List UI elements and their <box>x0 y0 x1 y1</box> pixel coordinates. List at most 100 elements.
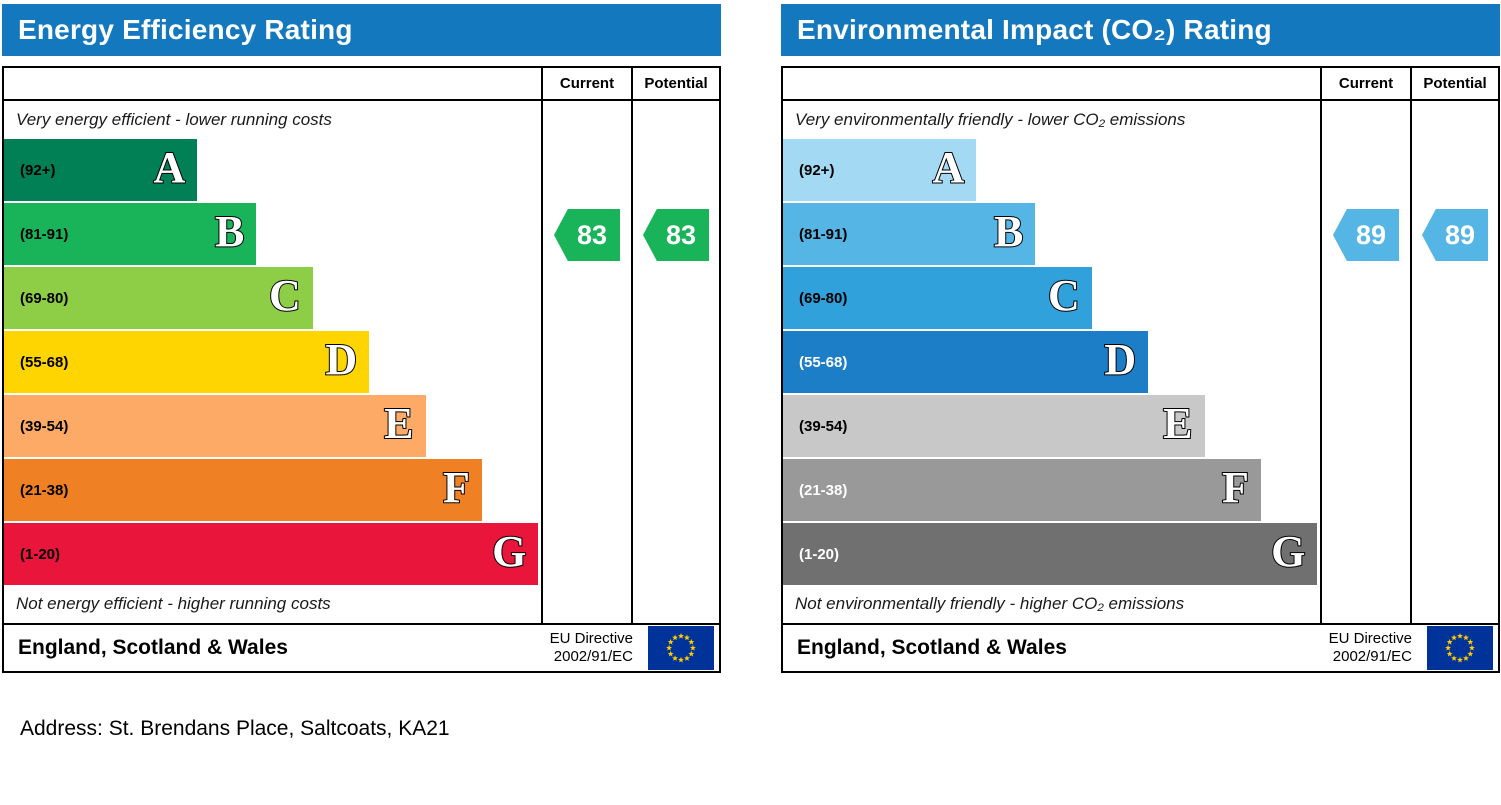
band-row-c: (69-80) C <box>783 267 1320 329</box>
band-row-a: (92+) A <box>783 139 1320 201</box>
current-score-column: 89 <box>1320 101 1410 623</box>
current-column-header: Current <box>541 68 631 99</box>
band-letter: C <box>268 271 302 321</box>
property-address: Address: St. Brendans Place, Saltcoats, … <box>20 717 450 740</box>
eu-flag-icon <box>648 626 714 670</box>
potential-column-header: Potential <box>631 68 719 99</box>
band-letter: B <box>214 207 245 257</box>
current-score-value: 83 <box>576 219 608 250</box>
potential-score-arrow: 89 <box>1422 209 1488 261</box>
region-label: England, Scotland & Wales <box>18 636 288 659</box>
environmental-impact-panel: Environmental Impact (CO₂) Rating Curren… <box>781 4 1500 673</box>
band-row-e: (39-54) E <box>783 395 1320 457</box>
potential-column-header: Potential <box>1410 68 1498 99</box>
band-row-f: (21-38) F <box>4 459 541 521</box>
bands-area: Very energy efficient - lower running co… <box>4 101 541 623</box>
potential-score-column: 89 <box>1410 101 1498 623</box>
band-range: (21-38) <box>799 481 848 499</box>
band-row-e: (39-54) E <box>4 395 541 457</box>
current-score-arrow: 83 <box>554 209 620 261</box>
energy-efficiency-panel: Energy Efficiency Rating Current Potenti… <box>2 4 721 673</box>
band-letter: B <box>993 207 1024 257</box>
eu-flag-icon <box>1427 626 1493 670</box>
band-row-f: (21-38) F <box>783 459 1320 521</box>
band-bar-e: (39-54) E <box>4 395 426 457</box>
band-bar-c: (69-80) C <box>783 267 1092 329</box>
potential-score-arrow: 83 <box>643 209 709 261</box>
current-score-value: 89 <box>1355 219 1387 250</box>
band-range: (92+) <box>799 161 835 179</box>
band-range: (92+) <box>20 161 56 179</box>
top-caption: Very energy efficient - lower running co… <box>16 110 332 129</box>
epc-report: Energy Efficiency Rating Current Potenti… <box>2 4 1500 740</box>
band-bar-b: (81-91) B <box>783 203 1036 265</box>
band-bar-f: (21-38) F <box>783 459 1261 521</box>
band-row-g: (1-20) G <box>4 523 541 585</box>
table-body: Very environmentally friendly - lower CO… <box>783 101 1498 623</box>
environmental-impact-title: Environmental Impact (CO₂) Rating <box>781 4 1500 56</box>
table-body: Very energy efficient - lower running co… <box>4 101 719 623</box>
band-range: (39-54) <box>20 417 69 435</box>
bottom-caption: Not environmentally friendly - higher CO… <box>795 594 1185 613</box>
bands: (92+) A (81-91) B <box>783 139 1320 585</box>
current-score-arrow: 89 <box>1333 209 1399 261</box>
band-range: (81-91) <box>20 225 69 243</box>
band-row-d: (55-68) D <box>783 331 1320 393</box>
band-bar-a: (92+) A <box>783 139 977 201</box>
band-range: (39-54) <box>799 417 848 435</box>
band-letter: D <box>1103 335 1137 385</box>
table-header: Current Potential <box>783 68 1498 101</box>
band-letter: F <box>1221 463 1250 513</box>
band-letter: G <box>491 527 527 577</box>
current-score-column: 83 <box>541 101 631 623</box>
eu-directive-label: EU Directive 2002/91/EC <box>549 630 633 665</box>
bottom-caption: Not energy efficient - higher running co… <box>16 594 331 613</box>
band-bar-b: (81-91) B <box>4 203 257 265</box>
band-row-d: (55-68) D <box>4 331 541 393</box>
current-column-header: Current <box>1320 68 1410 99</box>
band-letter: A <box>932 143 966 193</box>
band-bar-f: (21-38) F <box>4 459 482 521</box>
band-bar-d: (55-68) D <box>4 331 370 393</box>
eu-directive-label: EU Directive 2002/91/EC <box>1328 630 1412 665</box>
band-letter: G <box>1270 527 1306 577</box>
band-range: (69-80) <box>799 289 848 307</box>
table-footer: England, Scotland & Wales EU Directive 2… <box>4 623 719 671</box>
band-row-g: (1-20) G <box>783 523 1320 585</box>
energy-efficiency-table: Current Potential Very energy efficient … <box>2 66 721 673</box>
band-row-b: (81-91) B <box>4 203 541 265</box>
band-bar-e: (39-54) E <box>783 395 1205 457</box>
potential-score-column: 83 <box>631 101 719 623</box>
potential-score-value: 89 <box>1444 219 1476 250</box>
band-letter: D <box>324 335 358 385</box>
table-header: Current Potential <box>4 68 719 101</box>
band-range: (1-20) <box>20 545 61 563</box>
band-letter: A <box>153 143 187 193</box>
band-range: (55-68) <box>20 353 69 371</box>
potential-score-value: 83 <box>665 219 697 250</box>
band-row-c: (69-80) C <box>4 267 541 329</box>
band-letter: F <box>442 463 471 513</box>
energy-efficiency-title: Energy Efficiency Rating <box>2 4 721 56</box>
header-spacer <box>783 68 1320 99</box>
bands: (92+) A (81-91) B <box>4 139 541 585</box>
band-bar-c: (69-80) C <box>4 267 313 329</box>
band-range: (69-80) <box>20 289 69 307</box>
band-bar-d: (55-68) D <box>783 331 1149 393</box>
band-letter: E <box>383 399 414 449</box>
band-range: (21-38) <box>20 481 69 499</box>
band-row-b: (81-91) B <box>783 203 1320 265</box>
band-letter: E <box>1162 399 1193 449</box>
environmental-impact-table: Current Potential Very environmentally f… <box>781 66 1500 673</box>
band-row-a: (92+) A <box>4 139 541 201</box>
header-spacer <box>4 68 541 99</box>
band-bar-a: (92+) A <box>4 139 198 201</box>
band-range: (1-20) <box>799 545 840 563</box>
table-footer: England, Scotland & Wales EU Directive 2… <box>783 623 1498 671</box>
band-range: (81-91) <box>799 225 848 243</box>
band-range: (55-68) <box>799 353 848 371</box>
top-caption: Very environmentally friendly - lower CO… <box>795 110 1186 129</box>
bands-area: Very environmentally friendly - lower CO… <box>783 101 1320 623</box>
region-label: England, Scotland & Wales <box>797 636 1067 659</box>
band-bar-g: (1-20) G <box>4 523 539 585</box>
